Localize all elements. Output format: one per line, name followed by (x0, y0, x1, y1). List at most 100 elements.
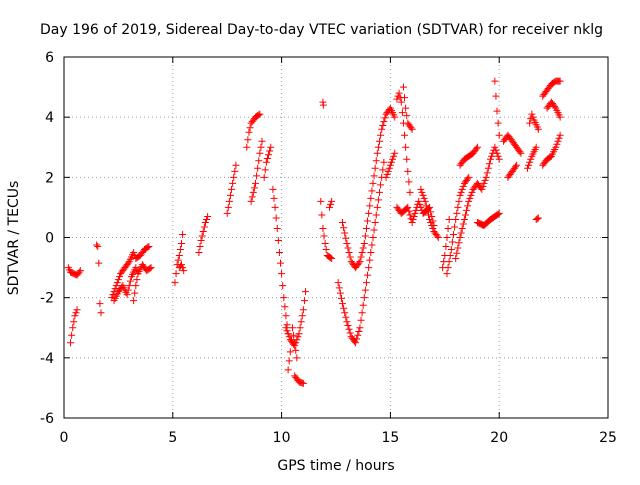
data-point (466, 194, 474, 202)
data-point (354, 331, 362, 339)
data-point (374, 196, 382, 204)
data-point (389, 155, 397, 163)
data-point (229, 179, 237, 187)
data-point (380, 118, 388, 126)
data-point (367, 194, 375, 202)
data-point (398, 109, 406, 117)
data-point (246, 124, 254, 132)
data-point (93, 241, 101, 249)
data-point (391, 113, 399, 121)
data-point (284, 330, 292, 338)
data-point (176, 246, 184, 254)
data-point (529, 113, 537, 121)
data-point (492, 146, 500, 154)
data-point (391, 149, 399, 157)
data-point (428, 221, 436, 229)
data-point (492, 92, 500, 100)
data-point (457, 188, 465, 196)
data-point (344, 321, 352, 329)
y-tick-label: 0 (45, 231, 54, 247)
data-point (365, 264, 373, 272)
data-point (528, 110, 536, 118)
data-point (390, 152, 398, 160)
data-point (494, 152, 502, 160)
data-point (361, 286, 369, 294)
data-point (443, 234, 451, 241)
data-point (244, 136, 252, 144)
data-point (292, 346, 300, 354)
data-point (459, 182, 467, 190)
data-point (463, 206, 471, 214)
data-point (232, 161, 240, 169)
data-point (377, 181, 385, 189)
data-point (126, 277, 134, 285)
data-point (322, 246, 330, 254)
data-point (357, 253, 365, 261)
data-point (291, 342, 299, 350)
data-point (342, 313, 350, 321)
data-point (403, 112, 411, 120)
data-point (443, 270, 451, 278)
data-point (180, 267, 188, 275)
data-point (365, 209, 373, 217)
data-point (464, 202, 472, 210)
data-point (406, 188, 414, 196)
data-point (249, 188, 257, 196)
data-point (327, 200, 335, 208)
data-point (172, 270, 180, 278)
data-point (134, 270, 142, 278)
data-point (364, 217, 372, 225)
data-point (424, 211, 432, 219)
data-point (482, 173, 490, 181)
data-point (483, 169, 491, 177)
data-point (275, 249, 283, 257)
data-point (282, 312, 290, 320)
data-point (374, 143, 382, 151)
data-point (253, 172, 261, 180)
data-point (96, 300, 104, 308)
data-point (491, 77, 499, 85)
data-point (113, 279, 121, 287)
data-point (265, 151, 273, 159)
data-point (406, 211, 414, 219)
data-point (362, 279, 370, 287)
data-point (337, 294, 345, 302)
data-point (175, 252, 183, 260)
x-tick-label: 10 (273, 430, 291, 446)
data-point (345, 249, 353, 257)
data-point (366, 256, 374, 264)
data-point (76, 267, 84, 275)
data-point (481, 176, 489, 184)
data-point (480, 179, 488, 187)
data-point (344, 244, 352, 252)
data-point (555, 134, 563, 142)
data-point (427, 218, 435, 226)
data-point (494, 119, 502, 127)
data-point (373, 149, 381, 157)
data-point (458, 185, 466, 193)
data-point (423, 206, 431, 214)
data-point (455, 239, 463, 247)
data-point (132, 282, 140, 290)
data-point (179, 230, 187, 238)
y-tick-label: -6 (40, 411, 54, 427)
data-point (401, 94, 409, 102)
data-point (124, 286, 132, 294)
points-layer (64, 77, 564, 387)
data-point (420, 194, 428, 202)
data-point (201, 218, 209, 226)
data-point (465, 173, 473, 181)
data-point (452, 255, 460, 263)
data-point (198, 232, 206, 240)
data-point (115, 273, 123, 281)
data-point (362, 224, 370, 232)
data-point (426, 215, 434, 223)
data-point (364, 271, 372, 279)
data-point (358, 249, 366, 257)
x-tick-label: 25 (599, 430, 617, 446)
data-point (467, 191, 475, 199)
data-point (251, 179, 259, 187)
data-point (444, 264, 452, 272)
data-point (267, 143, 275, 151)
